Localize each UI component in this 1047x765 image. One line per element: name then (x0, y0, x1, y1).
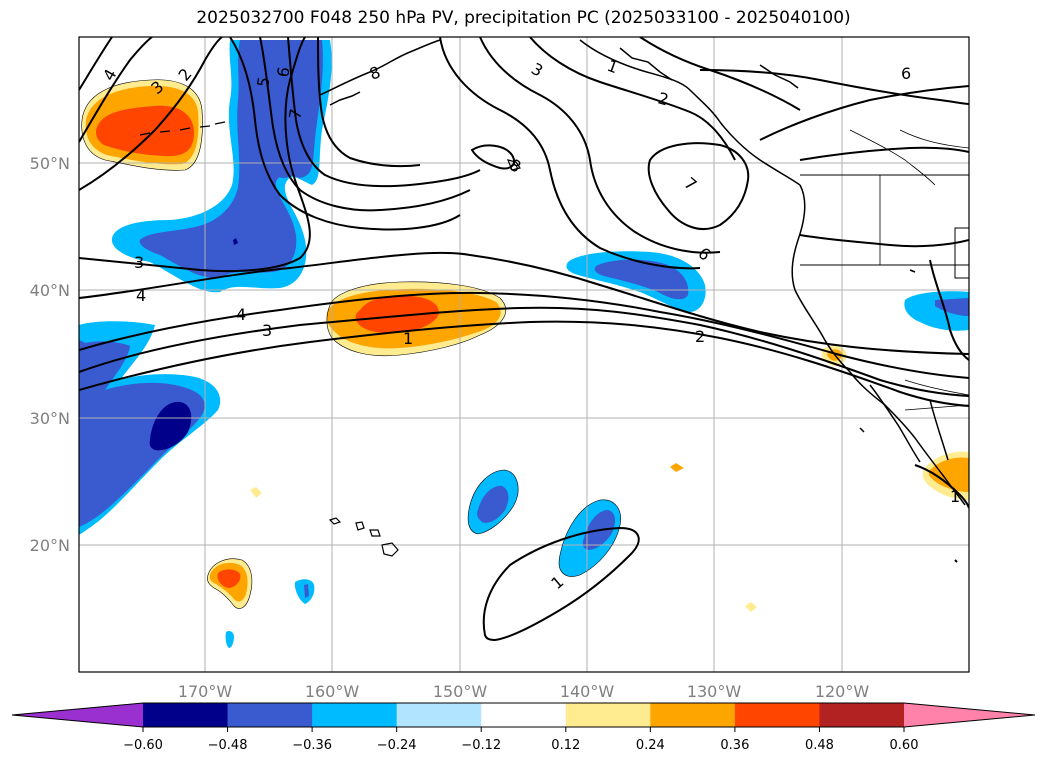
colorbar-tick-label: 0.48 (805, 738, 834, 753)
contour-label: 3 (134, 253, 144, 272)
lat-label-30n: 30°N (30, 409, 70, 428)
colorbar-tick-label: −0.36 (292, 738, 332, 753)
colorbar-tick-label: −0.60 (123, 738, 163, 753)
contour-label: 6 (901, 64, 911, 83)
lat-label-50n: 50°N (30, 154, 70, 173)
gridlines (79, 37, 969, 672)
map-title: 2025032700 F048 250 hPa PV, precipitatio… (196, 8, 851, 28)
colorbar-segment (481, 703, 567, 727)
colorbar-extend-right (904, 703, 1035, 727)
colorbar-tick-label: 0.36 (720, 738, 749, 753)
lon-label-120w: 120°W (815, 682, 870, 701)
colorbar-ticks: −0.60 −0.48 −0.36 −0.24 −0.12 0.12 0.24 0.36 0.4… (123, 727, 918, 753)
contour-label: 2 (695, 327, 705, 346)
colorbar-tick-label: 0.60 (890, 738, 919, 753)
lat-label-40n: 40°N (30, 281, 70, 300)
precip-negative-west (79, 321, 221, 535)
precip-positive-center (326, 281, 506, 356)
colorbar-tick-label: −0.24 (377, 738, 417, 753)
longitude-labels: 170°W 160°W 150°W 140°W 130°W 120°W (178, 682, 870, 701)
contour-label: 1 (950, 487, 960, 506)
contour-labels: 4 3 2 5 6 7 8 3 1 2 6 7 6 8 3 4 4 3 1 2 … (99, 56, 960, 593)
lon-label-130w: 130°W (687, 682, 742, 701)
lon-label-150w: 150°W (433, 682, 488, 701)
colorbar-segment (650, 703, 736, 727)
colorbar-tick-label: 0.12 (551, 738, 580, 753)
map-frame (78, 36, 970, 673)
colorbar-segment (396, 703, 482, 727)
precip-positive-south-blobs (207, 345, 969, 612)
colorbar-tick-label: −0.48 (208, 738, 248, 753)
pv-contours (79, 37, 969, 642)
anomaly-outlines (81, 79, 621, 609)
contour-label: 2 (656, 89, 671, 110)
colorbar-segments (143, 703, 905, 727)
colorbar-segment (565, 703, 651, 727)
contour-label: 4 (136, 286, 146, 305)
latitude-labels: 50°N 40°N 30°N 20°N (30, 154, 70, 555)
contour-label: 6 (273, 65, 293, 78)
colorbar-segment (734, 703, 820, 727)
lon-label-140w: 140°W (560, 682, 615, 701)
contour-label: 7 (285, 107, 305, 120)
contour-label: 3 (262, 321, 272, 340)
contour-label: 4 (236, 305, 246, 324)
lat-label-20n: 20°N (30, 536, 70, 555)
precip-negative-south-blobs (225, 291, 969, 648)
precip-positive-nw (81, 79, 203, 171)
colorbar-tick-label: 0.24 (636, 738, 665, 753)
colorbar-segment (227, 703, 313, 727)
contour-label: 1 (403, 329, 413, 348)
precip-negative-gulf (111, 40, 332, 293)
colorbar-extend-left (12, 703, 143, 727)
colorbar-tick-label: −0.12 (461, 738, 501, 753)
coastlines (139, 39, 969, 563)
colorbar: −0.60 −0.48 −0.36 −0.24 −0.12 0.12 0.24 0.36 0.4… (11, 702, 1036, 753)
colorbar-segment (143, 703, 229, 727)
colorbar-segment (819, 703, 905, 727)
lon-label-160w: 160°W (305, 682, 360, 701)
contour-label: 5 (253, 75, 273, 88)
lon-label-170w: 170°W (178, 682, 233, 701)
colorbar-segment (312, 703, 398, 727)
